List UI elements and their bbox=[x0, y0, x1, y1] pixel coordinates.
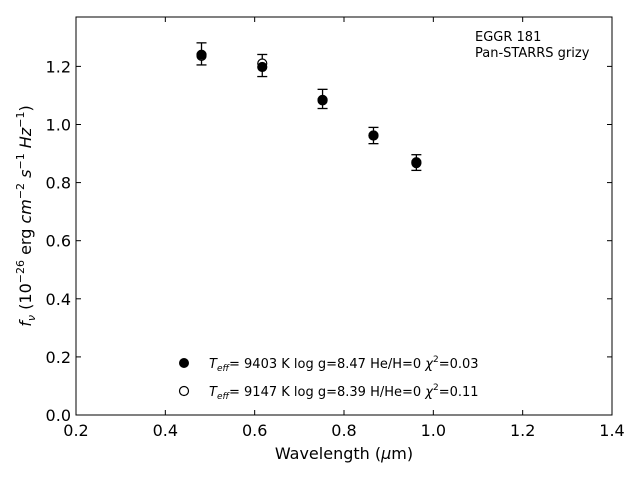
legend: Teff= 9403 K log g=8.47 He/H=0 χ2=0.03 T… bbox=[178, 355, 479, 402]
y-tick-label: 1.2 bbox=[46, 57, 71, 76]
y-tick-label: 0.6 bbox=[46, 232, 71, 251]
model-point-filled bbox=[257, 61, 268, 73]
x-tick-label: 0.8 bbox=[331, 421, 356, 440]
survey-annotation: Pan-STARRS grizy bbox=[475, 46, 590, 61]
y-tick-label: 1.0 bbox=[46, 115, 71, 134]
y-tick-label: 0.0 bbox=[46, 406, 71, 425]
x-tick-label: 1.0 bbox=[421, 421, 446, 440]
y-tick-label: 0.2 bbox=[46, 348, 71, 367]
model-point-filled bbox=[411, 158, 422, 169]
legend-entry-open: Teff= 9147 K log g=8.39 H/He=0 χ2=0.11 bbox=[209, 383, 479, 402]
model-point-filled bbox=[196, 49, 207, 60]
x-tick-label: 1.4 bbox=[599, 421, 624, 440]
x-tick-label: 0.6 bbox=[242, 421, 267, 440]
model-point-filled bbox=[368, 130, 379, 141]
x-axis-label: Wavelength (μm) bbox=[275, 444, 413, 463]
y-tick-label: 0.4 bbox=[46, 290, 71, 309]
object-annotation: EGGR 181 bbox=[475, 30, 541, 45]
legend-marker-filled bbox=[179, 358, 189, 368]
legend-marker-open bbox=[178, 385, 190, 397]
y-axis-label: fν (10−26 erg cm−2 s−1 Hz−1) bbox=[14, 105, 38, 326]
x-tick-label: 0.2 bbox=[63, 421, 88, 440]
legend-entry-filled: Teff= 9403 K log g=8.47 He/H=0 χ2=0.03 bbox=[209, 355, 479, 374]
y-tick-label: 0.8 bbox=[46, 174, 71, 193]
x-tick-label: 1.2 bbox=[510, 421, 535, 440]
x-tick-label: 0.4 bbox=[153, 421, 178, 440]
plot-frame bbox=[75, 16, 613, 416]
model-point-filled bbox=[317, 95, 328, 106]
